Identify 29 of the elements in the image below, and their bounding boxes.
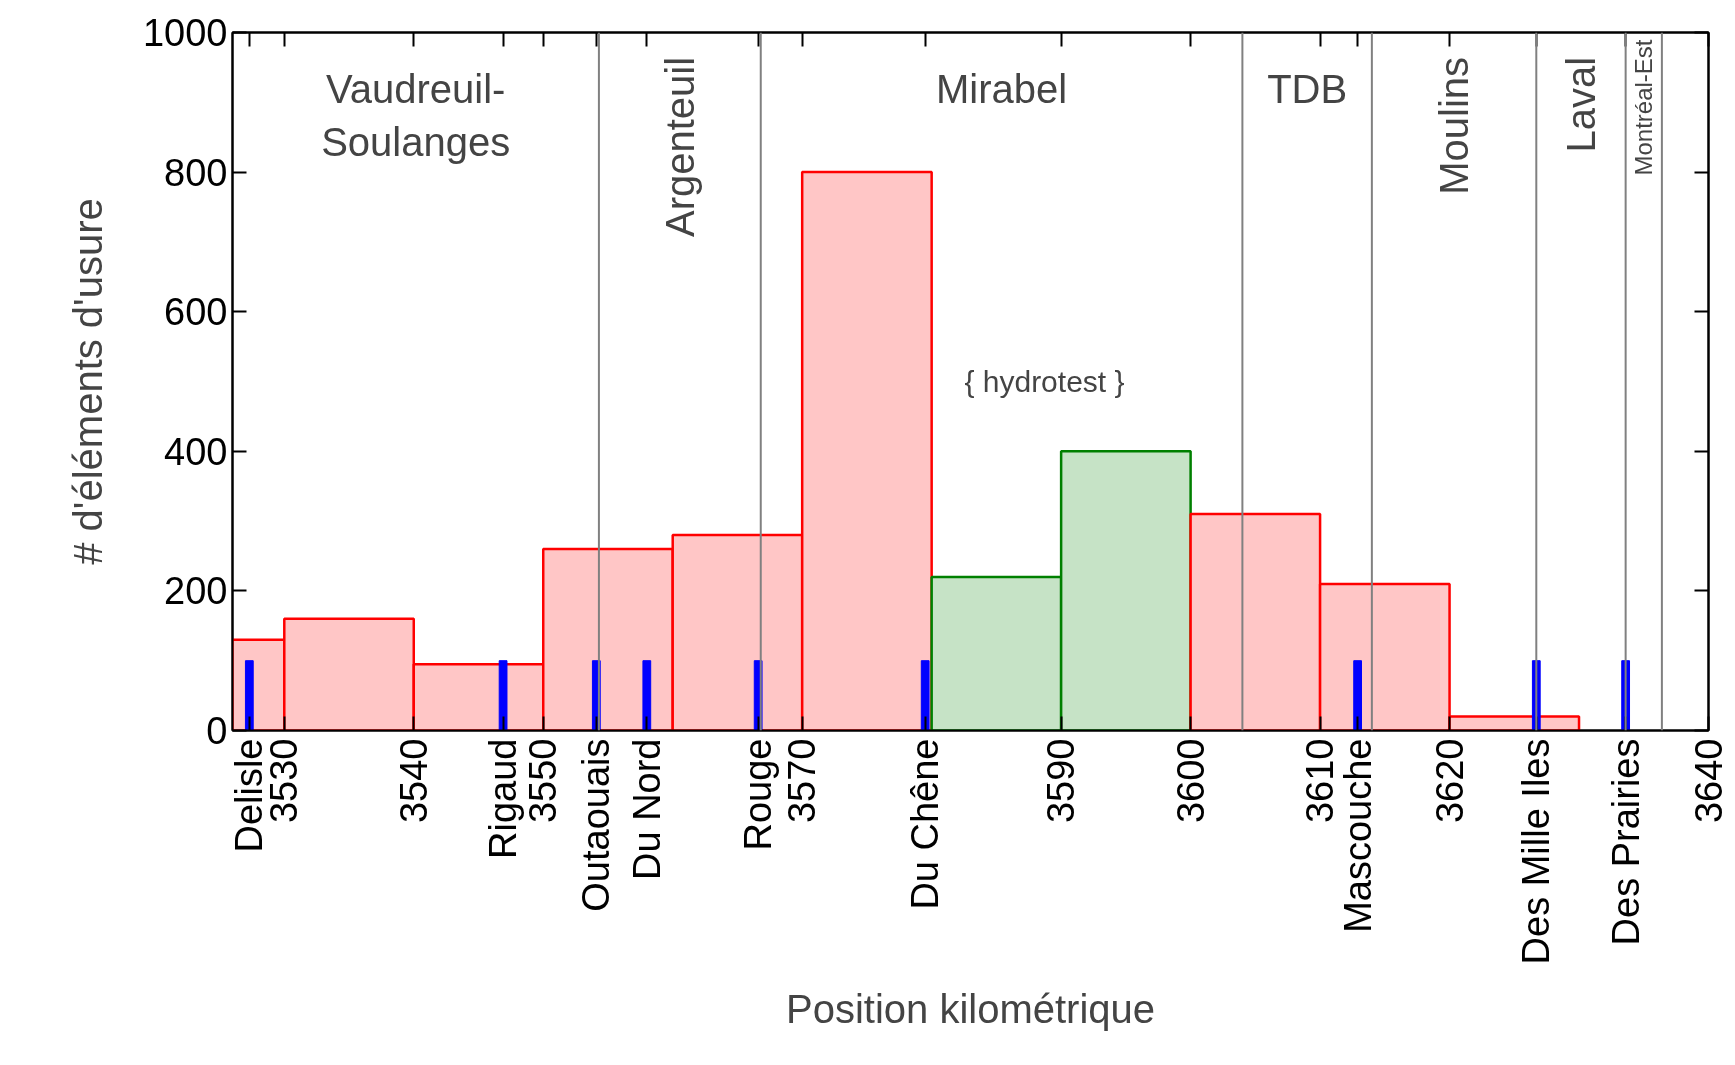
annotation: Laval — [1558, 56, 1603, 153]
y-tick-label: 800 — [164, 151, 228, 194]
x-tick-label: Rouge — [737, 738, 780, 851]
x-tick-label: 3570 — [781, 738, 824, 824]
y-tick-label: 600 — [164, 291, 228, 334]
x-tick-label: 3540 — [392, 738, 435, 824]
x-tick-label: 3590 — [1040, 738, 1083, 824]
x-tick-label: 3600 — [1169, 738, 1212, 824]
annotation: Montréal-Est — [1630, 39, 1658, 176]
x-tick-label: Du Nord — [625, 738, 668, 880]
x-tick-label: Des Prairies — [1604, 738, 1647, 946]
x-tick-label: 3620 — [1428, 738, 1471, 824]
x-tick-label: Des Mille Iles — [1515, 738, 1558, 965]
x-axis-title: Position kilométrique — [785, 987, 1156, 1032]
annotation: Argenteuil — [657, 56, 702, 238]
x-tick-label: Du Chêne — [904, 738, 947, 910]
x-tick-label: 3640 — [1687, 738, 1730, 824]
annotation: { hydrotest } — [964, 365, 1125, 398]
y-tick-label: 1000 — [142, 12, 228, 54]
annotation: Mirabel — [936, 67, 1068, 112]
annotation: Vaudreuil-Soulanges — [321, 67, 511, 165]
y-axis-title: # d'éléments d'usure — [65, 198, 110, 565]
y-tick-label: 400 — [164, 430, 228, 473]
x-tick-label: Outaouais — [575, 738, 618, 912]
y-tick-label: 200 — [164, 570, 228, 613]
x-tick-label: Rigaud — [482, 738, 525, 859]
annotation: TDB — [1267, 67, 1348, 112]
y-tick-label: 0 — [206, 710, 228, 752]
annotation: Moulins — [1432, 56, 1477, 195]
